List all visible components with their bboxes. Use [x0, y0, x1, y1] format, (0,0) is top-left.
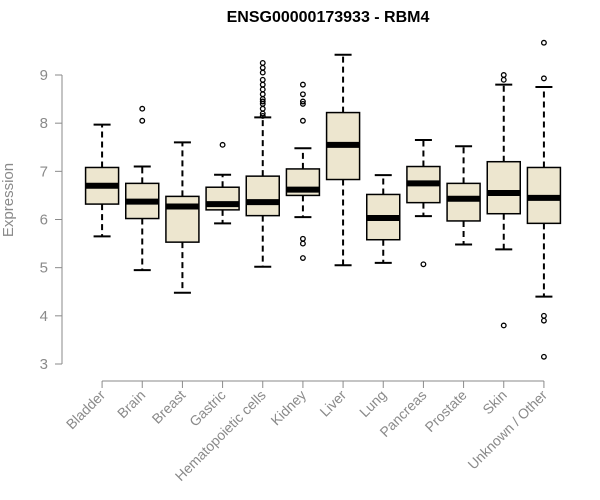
outlier-point	[299, 240, 306, 247]
y-tick-label: 3	[40, 356, 48, 373]
chart-title: ENSG00000173933 - RBM4	[227, 9, 430, 26]
x-tick-label: Skin	[479, 387, 510, 418]
box-group	[406, 139, 441, 268]
box-group	[205, 141, 240, 225]
outlier-point	[299, 81, 306, 88]
x-tick-label: Liver	[316, 387, 349, 420]
y-axis-label: Expression	[0, 163, 17, 237]
y-tick-label: 9	[40, 67, 48, 84]
outlier-point	[259, 60, 266, 66]
outlier-point	[259, 76, 266, 83]
outlier-point	[259, 69, 266, 76]
outlier-point	[540, 75, 547, 82]
outlier-point	[259, 112, 266, 119]
outlier-point	[259, 91, 266, 98]
outlier-point	[259, 86, 266, 93]
outlier-point	[299, 98, 306, 105]
x-tick-label: Prostate	[422, 387, 470, 435]
outlier-point	[500, 76, 507, 83]
outlier-point	[299, 91, 306, 98]
outlier-point	[299, 255, 306, 261]
y-tick-label: 5	[40, 260, 48, 277]
box-group	[366, 174, 401, 264]
outlier-point	[139, 117, 146, 124]
outlier-point	[259, 98, 266, 105]
outlier-point	[299, 100, 306, 107]
outlier-point	[500, 322, 507, 329]
x-tick-label: Bladder	[63, 387, 109, 433]
outlier-point	[259, 64, 266, 71]
x-tick-label: Breast	[149, 387, 189, 427]
outlier-point	[219, 141, 226, 148]
outlier-point	[259, 105, 266, 112]
outlier-point	[540, 39, 547, 46]
box-group	[486, 72, 521, 329]
outlier-point	[540, 312, 547, 319]
outlier-point	[299, 235, 306, 242]
box	[245, 175, 280, 217]
y-tick-label: 7	[40, 163, 48, 180]
outlier-point	[259, 81, 266, 88]
box	[165, 195, 200, 243]
outlier-point	[139, 105, 146, 112]
boxes-layer	[84, 39, 562, 360]
box-group	[285, 81, 321, 261]
outlier-point	[540, 353, 547, 360]
y-axis: 3 4 5 6 7 8 9	[40, 67, 63, 373]
outlier-point	[299, 117, 306, 124]
y-tick-label: 4	[40, 308, 48, 325]
y-tick-label: 6	[40, 212, 48, 229]
box	[486, 160, 521, 215]
outlier-point	[420, 261, 427, 268]
box-group	[325, 53, 361, 267]
box-group	[165, 141, 200, 294]
y-tick-label: 8	[40, 115, 48, 132]
x-tick-label: Lung	[356, 387, 389, 420]
box-group	[446, 145, 481, 246]
box-group	[245, 60, 280, 268]
x-tick-label: Brain	[114, 387, 148, 421]
outlier-point	[500, 72, 507, 78]
outlier-point	[540, 317, 547, 324]
box-group	[526, 39, 562, 360]
box-group	[84, 123, 120, 238]
box	[446, 182, 481, 222]
box-group	[125, 105, 160, 272]
x-tick-label: Kidney	[267, 387, 309, 429]
